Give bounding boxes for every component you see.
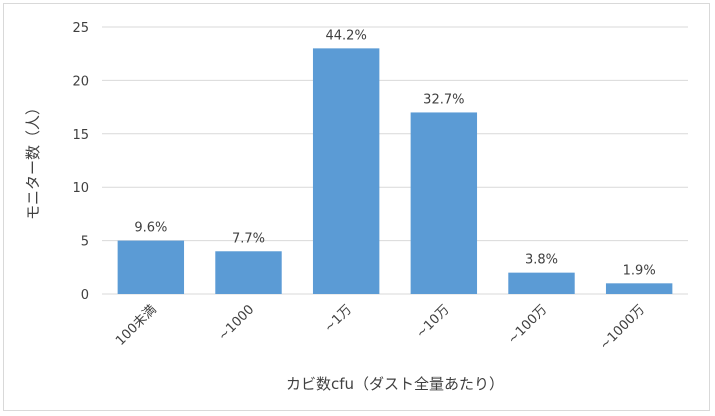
x-tick-labels: 100未満 ~1000 ~1万 ~10万 ~100万 ~1000万 <box>113 302 648 353</box>
data-label: 44.2% <box>326 28 367 43</box>
data-labels: 9.6% 7.7% 44.2% 32.7% 3.8% 1.9% <box>134 28 655 278</box>
y-axis-title: モニター数（人） <box>24 100 42 220</box>
x-tick-label: ~100万 <box>505 302 550 347</box>
bar <box>312 48 380 294</box>
data-label: 3.8% <box>525 253 558 268</box>
data-label: 1.9% <box>623 263 656 278</box>
bars <box>117 48 673 294</box>
y-tick-label: 0 <box>81 288 89 303</box>
x-tick-label: ~1万 <box>322 302 355 335</box>
bar <box>605 283 673 294</box>
y-tick-label: 20 <box>72 74 89 89</box>
data-label: 9.6% <box>134 221 167 236</box>
bar <box>508 272 575 294</box>
bar <box>410 112 478 294</box>
bar <box>117 240 185 294</box>
x-tick-label: ~1000万 <box>597 302 648 353</box>
x-axis-title: カビ数cfu（ダスト全量あたり） <box>286 375 504 393</box>
gridlines <box>102 26 688 295</box>
x-tick-label: 100未満 <box>113 302 160 349</box>
x-tick-label: ~1000 <box>216 302 258 344</box>
y-tick-label: 5 <box>81 235 89 250</box>
bar <box>215 251 282 294</box>
y-tick-label: 25 <box>72 21 89 36</box>
y-tick-labels: 0 5 10 15 20 25 <box>72 21 89 303</box>
data-label: 32.7% <box>423 92 464 107</box>
y-tick-label: 10 <box>72 181 89 196</box>
x-tick-label: ~10万 <box>413 302 452 341</box>
y-tick-label: 15 <box>72 128 89 143</box>
data-label: 7.7% <box>232 231 265 246</box>
